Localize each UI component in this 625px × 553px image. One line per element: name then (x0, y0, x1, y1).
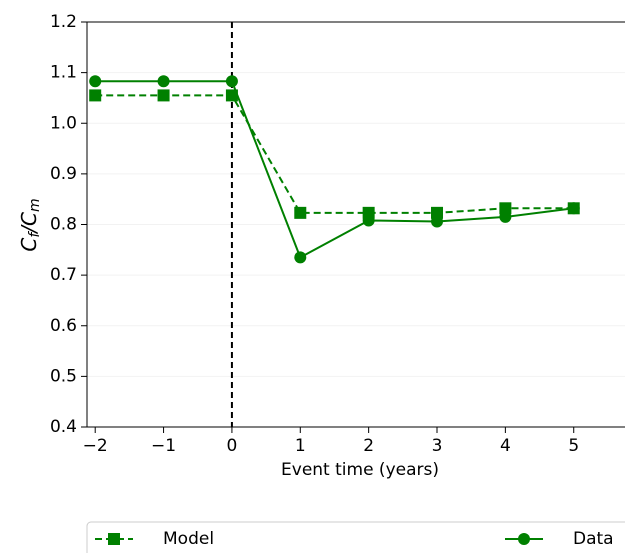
y-tick-label: 0.5 (50, 366, 77, 386)
data-point (431, 215, 444, 228)
y-tick-label: 0.8 (50, 215, 77, 235)
data-point (157, 75, 170, 88)
data-point (362, 214, 375, 227)
data-point (89, 89, 102, 102)
y-label-part: C (17, 238, 41, 252)
y-tick-label: 1.0 (50, 113, 77, 133)
x-tick-label: 0 (227, 436, 238, 456)
data-point (225, 89, 238, 102)
y-tick-label: 1.1 (50, 63, 77, 83)
data-point (294, 251, 307, 264)
x-tick-label: −1 (151, 436, 176, 456)
data-point (431, 206, 444, 219)
legend-label: Data (573, 529, 614, 549)
x-tick-label: 5 (568, 436, 579, 456)
data-point (225, 75, 238, 88)
data-point (157, 89, 170, 102)
x-tick-label: 1 (295, 436, 306, 456)
y-tick-label: 0.6 (50, 316, 77, 336)
data-point (294, 206, 307, 219)
data-point (499, 202, 512, 215)
y-label-part: m (27, 198, 43, 212)
data-point (499, 210, 512, 223)
y-tick-label: 0.4 (50, 417, 77, 437)
data-point (89, 75, 102, 88)
y-tick-label: 0.9 (50, 164, 77, 184)
legend-marker (518, 533, 530, 545)
legend-box (86, 521, 625, 553)
series-line (95, 80, 574, 259)
x-tick-label: 3 (432, 436, 443, 456)
y-tick-label: 1.2 (50, 12, 77, 32)
x-tick-label: 2 (363, 436, 374, 456)
legend-label: Model (163, 529, 214, 549)
x-tick-label: 4 (500, 436, 511, 456)
data-point (567, 202, 580, 215)
x-axis-label: Event time (years) (281, 460, 439, 480)
x-tick-label: −2 (83, 436, 108, 456)
y-tick-label: 0.7 (50, 265, 77, 285)
y-label-part: /C (17, 212, 41, 235)
series-line (95, 94, 574, 214)
y-label-part: f (27, 231, 43, 238)
y-axis-label: Cf/Cm (17, 198, 44, 251)
legend-marker (108, 533, 120, 545)
